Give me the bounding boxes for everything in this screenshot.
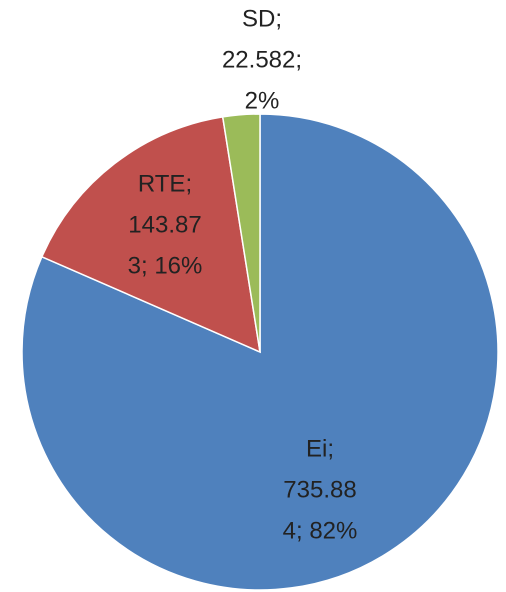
pie-slice <box>40 116 261 354</box>
data-label: 735.88 <box>283 476 356 503</box>
data-label: 4; 82% <box>283 517 358 544</box>
pie-slice <box>221 113 261 353</box>
data-label: Ei; <box>306 435 334 462</box>
data-label: RTE; <box>138 170 192 197</box>
data-label: 143.87 <box>128 211 201 238</box>
data-label: 22.582; <box>222 46 302 73</box>
data-label: 3; 16% <box>128 252 203 279</box>
data-label: SD; <box>242 5 282 32</box>
data-label: 2% <box>245 87 280 114</box>
